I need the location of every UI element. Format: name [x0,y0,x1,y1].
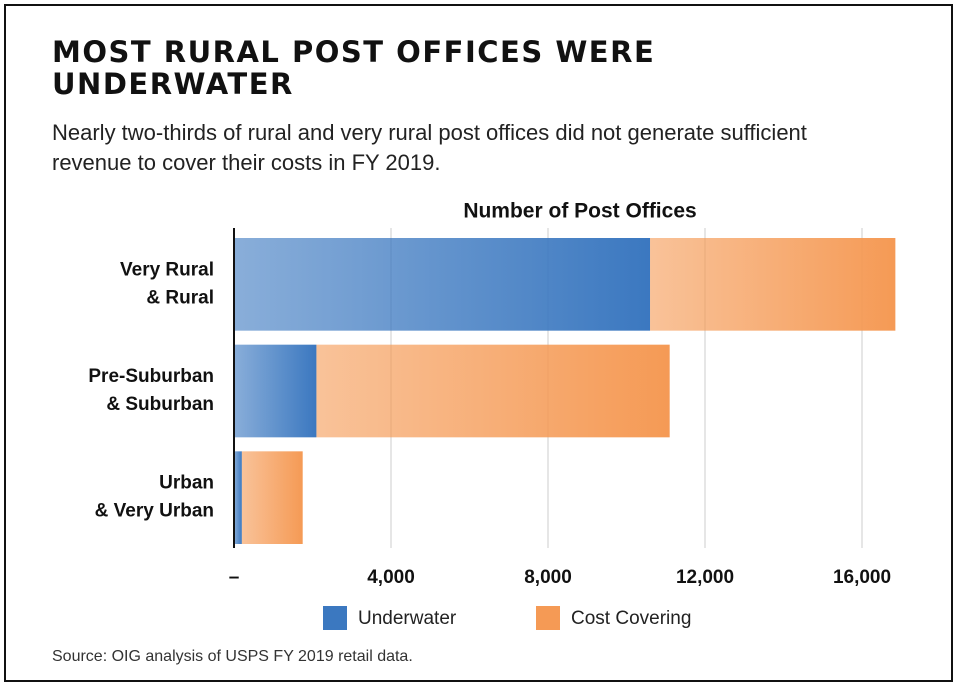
bar [241,451,303,544]
legend-swatch [536,606,560,630]
bar [234,344,317,438]
legend-label: Cost Covering [571,608,691,629]
legend-swatch [323,606,347,630]
bar [650,238,896,331]
bar [316,344,670,438]
y-tick-label: Urban [159,473,214,494]
axis-title: Number of Post Offices [463,200,696,223]
frame [4,4,953,682]
subtitle: Nearly two-thirds of rural and very rura… [52,120,807,175]
y-tick-label: Pre-Suburban [88,366,214,387]
title: MOST RURAL POST OFFICES WERE UNDERWATER [52,35,656,101]
y-tick-label: & Rural [146,287,214,308]
x-tick-label: 16,000 [833,567,891,588]
bar [234,451,242,544]
y-tick-label: & Very Urban [95,501,214,522]
x-tick-label: 4,000 [367,567,415,588]
bar [234,238,651,331]
x-tick-label: 12,000 [676,567,734,588]
y-tick-label: & Suburban [106,394,214,415]
x-tick-label: 8,000 [524,567,572,588]
y-tick-label: Very Rural [120,259,214,280]
source: Source: OIG analysis of USPS FY 2019 ret… [52,648,413,665]
legend-label: Underwater [358,608,457,629]
x-tick-label: – [229,567,240,588]
